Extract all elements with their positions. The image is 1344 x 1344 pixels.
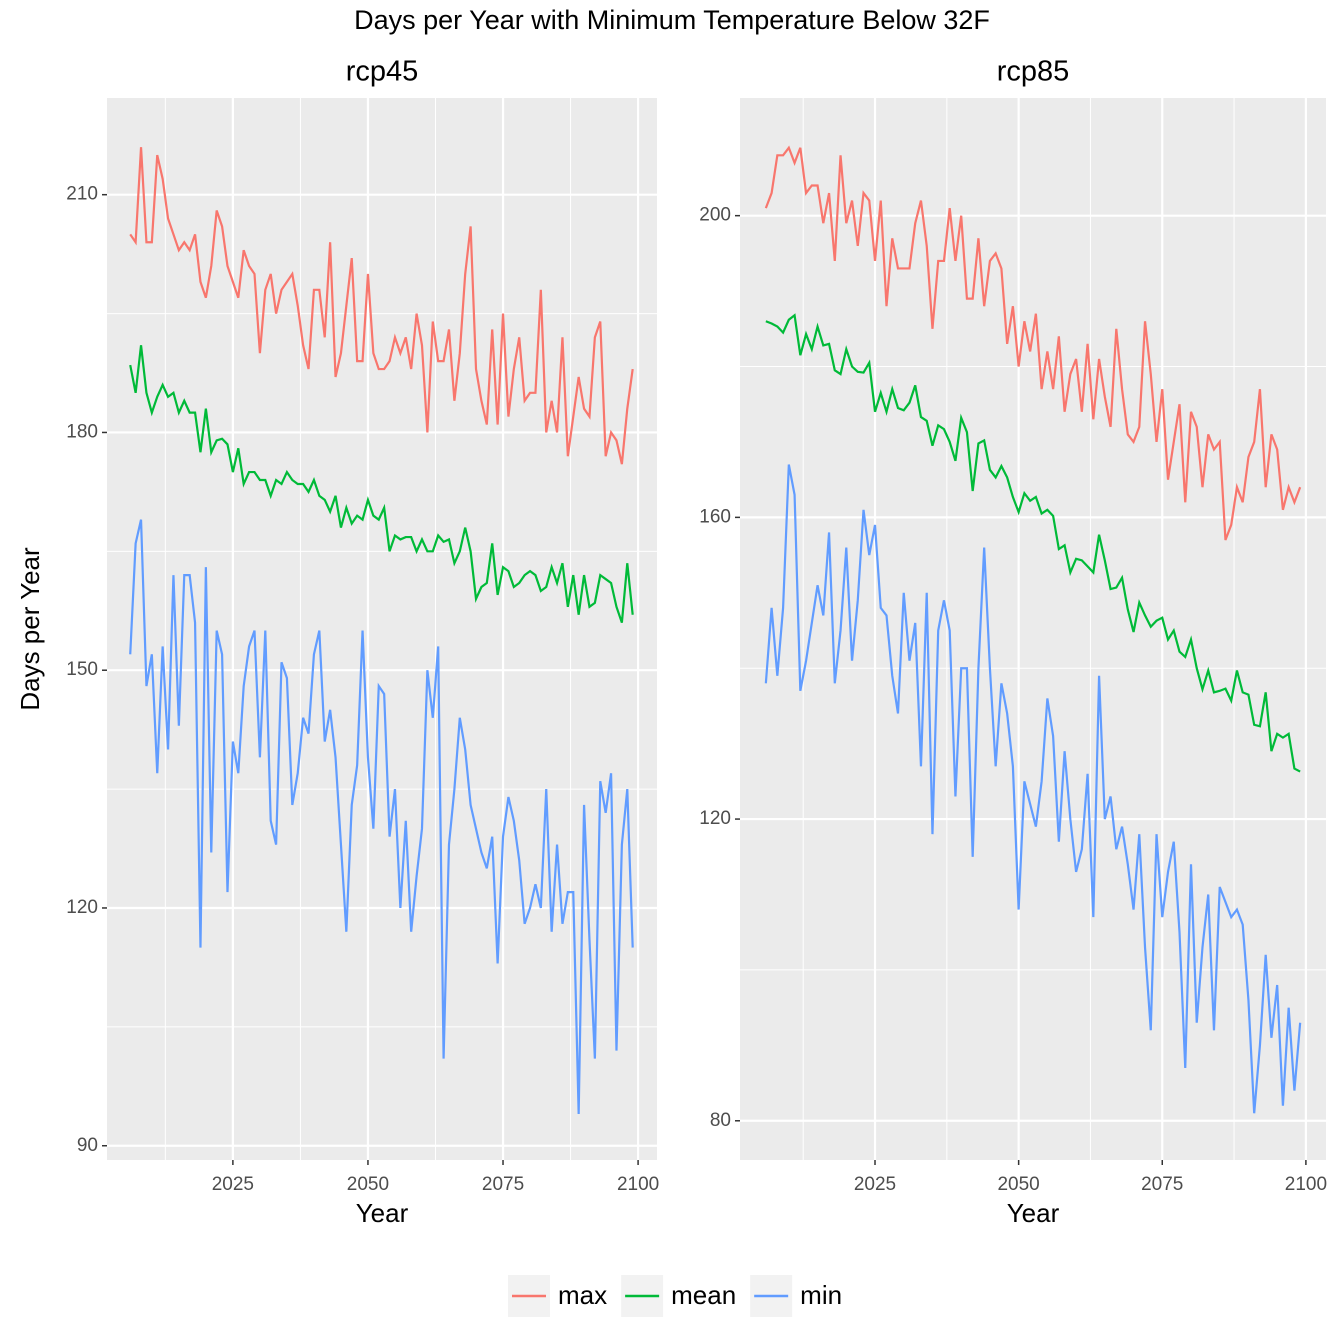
legend: max mean min xyxy=(508,1275,842,1317)
legend-label: max xyxy=(558,1280,607,1310)
series-line xyxy=(765,313,1301,773)
x-axis-title: Year xyxy=(1007,1198,1060,1228)
y-tick-label: 120 xyxy=(66,897,98,918)
y-tick-label: 160 xyxy=(699,506,731,527)
x-tick-label: 2075 xyxy=(1141,1174,1183,1195)
y-tick-label: 80 xyxy=(710,1110,731,1131)
legend-item: max xyxy=(508,1275,607,1317)
x-tick-label: 2100 xyxy=(617,1174,659,1195)
x-tick-label: 2050 xyxy=(347,1174,389,1195)
x-tick-label: 2075 xyxy=(482,1174,524,1195)
series-line xyxy=(129,345,634,624)
x-tick-label: 2025 xyxy=(854,1174,896,1195)
x-tick-label: 2050 xyxy=(997,1174,1039,1195)
series-line xyxy=(129,519,634,1115)
y-tick-label: 180 xyxy=(66,421,98,442)
panel-title: rcp45 xyxy=(346,56,419,88)
y-tick-label: 210 xyxy=(66,184,98,205)
x-axis-title: Year xyxy=(356,1198,409,1228)
legend-item: mean xyxy=(621,1275,736,1317)
legend-label: mean xyxy=(671,1280,736,1310)
panel-title: rcp85 xyxy=(997,56,1070,88)
series-line xyxy=(129,147,634,465)
panel-background xyxy=(740,98,1326,1160)
panel-background xyxy=(107,98,657,1160)
series-line xyxy=(764,464,1302,1114)
x-tick-label: 2025 xyxy=(212,1174,254,1195)
y-tick-label: 200 xyxy=(699,205,731,226)
x-tick-label: 2100 xyxy=(1285,1174,1327,1195)
y-tick-label: 150 xyxy=(66,659,98,680)
chart-title: Days per Year with Minimum Temperature B… xyxy=(354,5,990,35)
y-axis-title: Days per Year xyxy=(15,547,45,711)
legend-label: min xyxy=(800,1280,842,1310)
legend-item: min xyxy=(750,1275,842,1317)
y-tick-label: 120 xyxy=(699,808,731,829)
y-tick-label: 90 xyxy=(77,1135,98,1156)
series-line xyxy=(764,145,1302,541)
